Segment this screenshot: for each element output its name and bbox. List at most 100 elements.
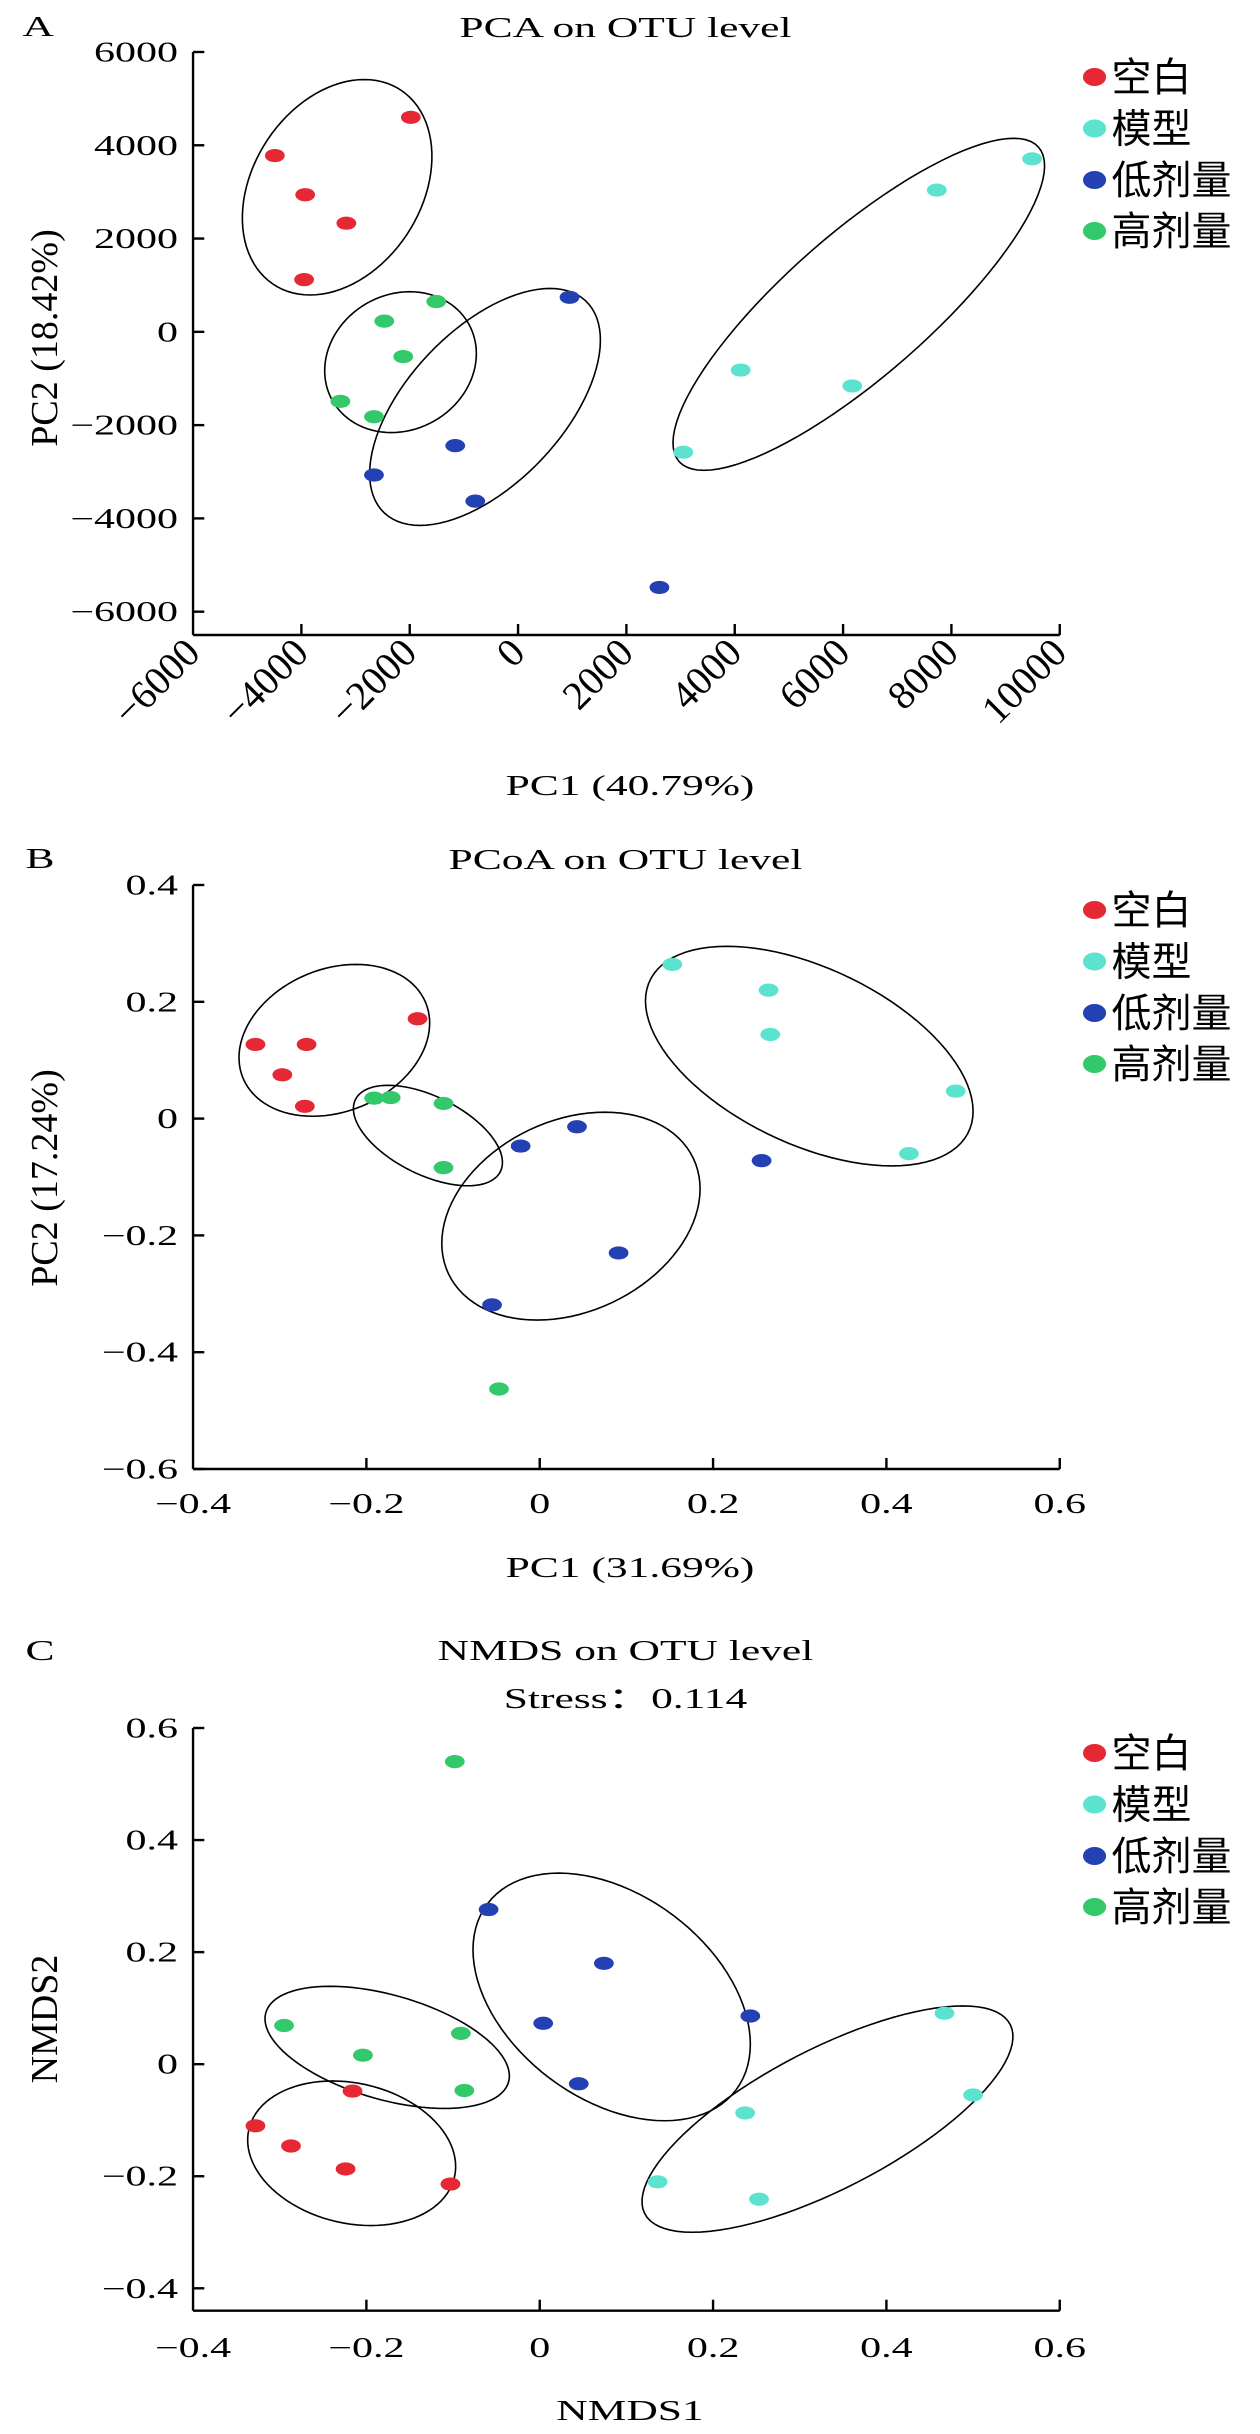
x-tick-label: 0.4 — [860, 2332, 913, 2363]
legend-item: 模型 — [1083, 940, 1192, 984]
series-2 — [482, 1120, 772, 1312]
confidence-ellipse — [673, 138, 1045, 470]
legend-marker — [1083, 952, 1107, 971]
data-point — [568, 2077, 589, 2091]
chart-subtitle: Stress：0.114 — [504, 1682, 748, 1714]
x-tick-label: 4000 — [662, 630, 750, 718]
series-3 — [274, 1755, 475, 2098]
panel-c: C NMDS on OTU level Stress：0.114 −0.4 −0.2 0 0… — [24, 1634, 1232, 2426]
data-point — [842, 379, 863, 393]
legend-marker — [1083, 901, 1107, 919]
data-point — [740, 2009, 761, 2023]
data-point — [749, 2192, 769, 2206]
confidence-ellipse — [370, 288, 601, 525]
data-point — [1022, 152, 1043, 166]
y-tick-label: −2000 — [70, 410, 178, 441]
legend-label: 模型 — [1112, 1783, 1192, 1828]
legend-item: 低剂量 — [1083, 991, 1232, 1036]
legend-item: 高剂量 — [1083, 209, 1232, 254]
y-tick-label: 4000 — [94, 130, 178, 161]
legend-item: 高剂量 — [1083, 1885, 1232, 1930]
series-2 — [478, 1902, 761, 2091]
y-tick-label: −0.2 — [102, 1220, 178, 1251]
panel-a: A PCA on OTU level−6000−4000−200002000400… — [23, 10, 1232, 802]
series-0 — [245, 1012, 428, 1113]
legend-item: 模型 — [1083, 107, 1192, 152]
y-tick-label: −0.4 — [102, 2273, 178, 2304]
confidence-ellipse — [353, 1085, 502, 1185]
y-tick-label: 0 — [157, 1103, 178, 1134]
legend-marker — [1083, 1744, 1107, 1762]
data-point — [342, 2084, 363, 2098]
data-point — [662, 957, 683, 972]
series-3 — [364, 1090, 509, 1396]
confidence-ellipse — [645, 946, 973, 1166]
x-tick-label: 0.6 — [1034, 1488, 1086, 1519]
data-point — [730, 363, 751, 377]
x-tick-label: −0.4 — [155, 2332, 231, 2363]
data-point — [274, 2018, 294, 2033]
data-point — [559, 290, 580, 304]
data-point — [758, 983, 779, 997]
y-tick-label: −0.6 — [102, 1453, 178, 1484]
panel-b: B PCoA on OTU level −0.6 −0.4 −0.2 0 0.2 0.4 −0.… — [24, 842, 1232, 1584]
y-tick-label: 6000 — [94, 36, 178, 67]
data-point — [465, 494, 486, 508]
confidence-ellipse — [239, 964, 430, 1116]
data-point — [380, 1090, 401, 1105]
legend-item: 低剂量 — [1083, 158, 1232, 203]
confidence-ellipse — [248, 2081, 456, 2226]
panel-label: B — [26, 842, 55, 874]
data-point — [245, 2119, 266, 2133]
x-axis-title: NMDS1 — [556, 2394, 703, 2426]
x-tick-label: 0 — [487, 630, 533, 676]
legend-label: 空白 — [1112, 55, 1192, 100]
y-tick-label: 0 — [157, 316, 178, 347]
legend-label: 低剂量 — [1112, 1834, 1232, 1879]
data-point — [673, 445, 694, 459]
data-point — [963, 2088, 983, 2102]
legend-label: 低剂量 — [1112, 158, 1232, 203]
data-point — [926, 183, 947, 197]
series-2 — [364, 290, 670, 595]
data-point — [272, 1068, 293, 1082]
legend-label: 模型 — [1112, 107, 1192, 152]
legend-marker — [1083, 1795, 1107, 1814]
data-point — [295, 188, 316, 202]
legend-item: 空白 — [1083, 55, 1192, 100]
data-point — [335, 2162, 356, 2176]
data-point — [440, 2177, 461, 2191]
data-point — [364, 1091, 385, 1105]
legend-item: 空白 — [1083, 1731, 1192, 1776]
x-tick-label: −0.2 — [328, 1488, 404, 1519]
data-point — [336, 216, 357, 230]
data-point — [567, 1120, 587, 1134]
chart-title: NMDS on OTU level — [438, 1634, 814, 1666]
data-point — [445, 439, 466, 453]
data-point — [433, 1161, 454, 1175]
y-tick-label: −6000 — [70, 596, 178, 627]
series-3 — [330, 294, 447, 424]
data-point — [374, 314, 395, 328]
data-point — [593, 1956, 614, 1970]
data-point — [264, 148, 285, 163]
x-tick-label: 0.2 — [687, 2332, 739, 2363]
legend-marker — [1083, 222, 1107, 240]
confidence-ellipse — [442, 1112, 700, 1320]
y-axis-title: NMDS2 — [24, 1955, 66, 2084]
legend-item: 模型 — [1083, 1783, 1192, 1828]
data-point — [478, 1902, 499, 1917]
y-tick-label: 0.2 — [126, 986, 178, 1017]
y-tick-label: 2000 — [94, 223, 178, 254]
legend-label: 高剂量 — [1112, 1885, 1232, 1930]
data-point — [760, 1027, 781, 1042]
legend-label: 高剂量 — [1112, 209, 1232, 254]
data-point — [489, 1382, 509, 1396]
data-point — [533, 2016, 554, 2030]
legend-marker — [1083, 119, 1107, 138]
legend-marker — [1083, 68, 1107, 86]
data-point — [444, 1755, 465, 1769]
legend-label: 高剂量 — [1112, 1042, 1232, 1087]
data-point — [510, 1139, 531, 1153]
